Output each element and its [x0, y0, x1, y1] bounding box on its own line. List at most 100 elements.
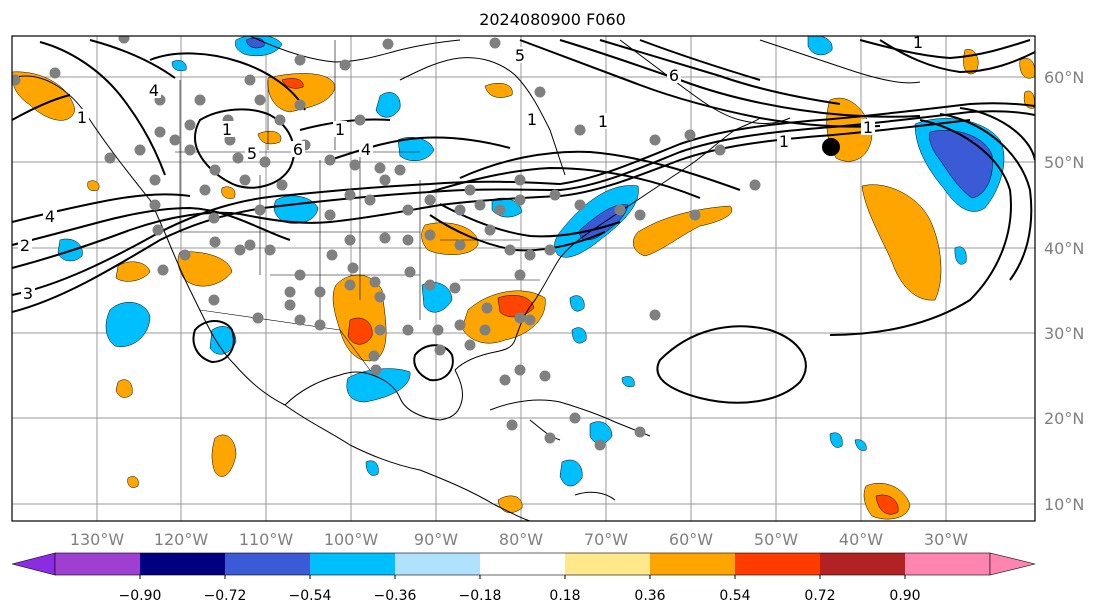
station-dot — [374, 291, 386, 303]
colorbar-tick-label: 0.36 — [634, 588, 665, 604]
colorbar-segment — [310, 553, 395, 575]
station-dot — [634, 426, 646, 438]
station-dot — [479, 324, 491, 336]
station-dot — [402, 204, 414, 216]
contour-label-bg — [43, 208, 57, 224]
station-dot — [364, 194, 376, 206]
station-dot — [614, 204, 626, 216]
colorbar-min-extend — [11, 552, 56, 576]
station-dot — [484, 224, 496, 236]
negative-anomaly-patches — [57, 36, 1005, 487]
station-markers — [12, 36, 761, 451]
longitude-label: 130°W — [70, 530, 125, 549]
longitude-label: 70°W — [584, 530, 628, 549]
contour-label: 6 — [669, 66, 679, 85]
station-dot — [149, 174, 161, 186]
station-dot — [324, 154, 336, 166]
contour-label: 1 — [779, 132, 789, 151]
station-dot — [179, 249, 191, 261]
contour-label: 5 — [515, 46, 525, 65]
contour-label-bg — [777, 133, 791, 149]
station-dot — [349, 159, 361, 171]
longitude-label: 50°W — [754, 530, 798, 549]
contour-label: 1 — [913, 33, 923, 52]
station-dot — [314, 286, 326, 298]
contour-label-bg — [147, 82, 161, 98]
contour-label-bg — [21, 285, 35, 301]
colorbar-segment — [480, 553, 565, 575]
contour-label: 3 — [23, 284, 33, 303]
selected-location-marker — [822, 138, 840, 156]
station-dot — [239, 174, 251, 186]
contour-label: 4 — [149, 81, 159, 100]
station-dot — [259, 156, 271, 168]
colorbar-tick-label: −0.90 — [119, 588, 162, 604]
station-dot — [194, 94, 206, 106]
longitude-label: 90°W — [414, 530, 458, 549]
station-dot — [152, 224, 164, 236]
station-dot — [494, 204, 506, 216]
contour-label: 1 — [335, 120, 345, 139]
contour-label-bg — [333, 121, 347, 137]
station-dot — [344, 234, 356, 246]
contour-label: 6 — [293, 140, 303, 159]
station-dot — [154, 126, 166, 138]
contour-label: 1 — [222, 120, 232, 139]
colorbar-segment — [820, 553, 905, 575]
station-dot — [404, 266, 416, 278]
station-dot — [49, 67, 61, 79]
station-dot — [474, 199, 486, 211]
station-dot — [634, 209, 646, 221]
latitude-label: 50°N — [1044, 153, 1084, 172]
station-dot — [254, 94, 266, 106]
colorbar-segment — [735, 553, 820, 575]
pressure-contours — [12, 39, 1035, 404]
station-dot — [157, 264, 169, 276]
station-dot — [264, 244, 276, 256]
station-dot — [149, 199, 161, 211]
station-dot — [294, 54, 306, 66]
contour-label: 1 — [527, 110, 537, 129]
station-dot — [524, 314, 536, 326]
station-dot — [464, 184, 476, 196]
station-dot — [544, 432, 556, 444]
station-dot — [326, 249, 338, 261]
station-dot — [539, 370, 551, 382]
colorbar-tick-label: −0.36 — [374, 588, 417, 604]
latitude-label: 40°N — [1044, 239, 1084, 258]
station-dot — [104, 152, 116, 164]
contour-label-bg — [911, 36, 925, 50]
station-dot — [184, 119, 196, 131]
coastlines — [12, 36, 921, 521]
station-dot — [514, 269, 526, 281]
station-dot — [374, 162, 386, 174]
station-dot — [514, 312, 526, 324]
station-dot — [276, 179, 288, 191]
longitude-label: 40°W — [839, 530, 883, 549]
station-dot — [374, 324, 386, 336]
station-dot — [244, 239, 256, 251]
station-dot — [294, 269, 306, 281]
station-dot — [379, 174, 391, 186]
station-dot — [118, 36, 130, 44]
station-dot — [294, 99, 306, 111]
colorbar-tick-label: −0.72 — [204, 588, 247, 604]
station-dot — [714, 144, 726, 156]
latitude-label: 20°N — [1044, 409, 1084, 428]
colorbar-tick-label: −0.54 — [289, 588, 332, 604]
longitude-label: 80°W — [499, 530, 543, 549]
station-dot — [252, 312, 264, 324]
contour-label-bg — [667, 67, 681, 83]
contour-label-bg — [220, 121, 234, 137]
longitude-label: 60°W — [669, 530, 713, 549]
colorbar-segment — [55, 553, 140, 575]
station-dot — [434, 344, 446, 356]
station-dot — [514, 174, 526, 186]
station-dot — [284, 299, 296, 311]
station-dot — [209, 236, 221, 248]
station-dot — [12, 74, 21, 86]
station-dot — [208, 212, 220, 224]
station-dot — [232, 152, 244, 164]
colorbar-tick-label: 0.90 — [889, 588, 920, 604]
